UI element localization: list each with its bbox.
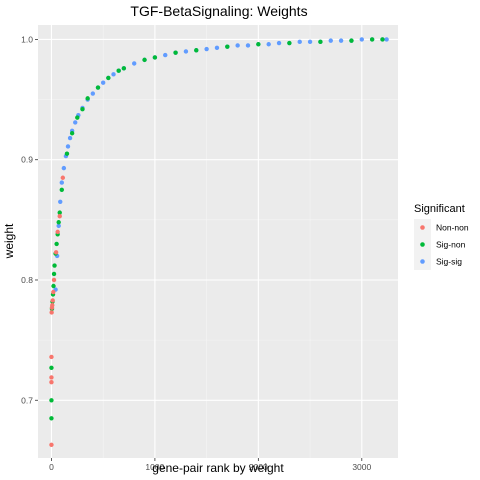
data-point [287,40,292,46]
data-point [369,37,375,42]
data-point [338,38,344,43]
data-point [56,220,61,225]
data-point [256,42,261,47]
data-point [245,43,251,48]
data-point [121,66,127,71]
data-point [183,49,189,54]
x-tick-label: 2000 [249,462,268,472]
x-tick-label: 3000 [352,462,371,472]
data-point [204,46,209,52]
data-point [100,80,106,85]
data-point [214,45,220,51]
data-point [49,380,54,385]
data-point [235,43,240,48]
data-point [57,214,62,219]
series-non-non [49,175,66,447]
data-point [55,229,60,235]
data-point [75,115,80,120]
data-point [106,75,111,81]
legend-swatch [420,225,425,230]
data-point [49,354,54,360]
x-tick-label: 0 [49,462,54,472]
data-point [49,375,54,380]
data-point [266,42,271,47]
legend-entries: Non-non Sig-non Sig-sig [414,219,469,270]
data-point [276,40,282,46]
y-tick-label: 0.8 [21,275,33,285]
data-point [359,37,364,42]
data-point [69,131,75,136]
data-point [116,68,121,73]
legend-label: Sig-non [436,240,466,250]
data-point [349,38,354,43]
data-point [163,52,168,58]
data-point [59,180,64,185]
chart-title: TGF-BetaSignaling: Weights [130,3,307,19]
data-point [49,416,54,421]
data-point [67,135,73,141]
data-point [318,39,323,45]
data-point [111,72,116,77]
data-point [52,263,57,268]
y-tick-label: 0.7 [21,395,33,405]
data-point [194,48,199,53]
data-points [49,37,389,447]
legend-swatch [420,259,425,264]
x-tick-label: 1000 [145,462,164,472]
data-point [49,365,54,370]
y-tick-label: 1.0 [21,34,33,44]
y-axis-ticks: 0.7 0.8 0.9 1.0 [21,34,38,405]
data-point [56,223,61,229]
x-axis-label: gene-pair rank by weight [152,461,284,475]
data-point [49,398,54,403]
plot-panel [38,25,398,458]
legend: Significant Non-non Sig-non Sig-sig [414,203,469,270]
data-point [90,91,96,96]
data-point [51,283,56,289]
data-point [61,165,67,171]
legend-label: Sig-sig [436,257,462,267]
legend-swatch [420,242,425,247]
data-point [50,303,55,308]
data-point [51,271,57,277]
grid [38,25,398,458]
data-point [65,144,71,149]
data-point [54,241,59,247]
data-point [51,289,56,295]
data-point [53,250,59,255]
legend-title: Significant [414,203,465,215]
data-point [49,442,54,447]
data-point [142,57,147,63]
series-sig-non [49,37,385,421]
data-point [95,85,101,90]
y-tick-label: 0.9 [21,155,33,165]
data-point [60,175,66,180]
data-point [58,199,63,205]
data-point [64,151,70,156]
data-point [307,39,313,45]
data-point [132,61,137,66]
y-axis-label: weight [2,223,16,259]
data-point [57,210,62,215]
legend-label: Non-non [436,223,469,233]
data-point [50,298,55,303]
data-point [152,55,158,60]
data-point [384,37,389,42]
data-point [225,44,230,49]
data-point [49,310,54,315]
data-point [380,37,385,42]
data-point [59,187,64,192]
data-point [85,96,90,101]
data-point [297,39,302,45]
x-axis-ticks: 0 1000 2000 3000 [49,458,372,472]
data-point [73,120,78,125]
data-point [173,50,178,55]
data-point [328,38,333,43]
data-point [51,277,57,283]
data-point [80,106,85,112]
